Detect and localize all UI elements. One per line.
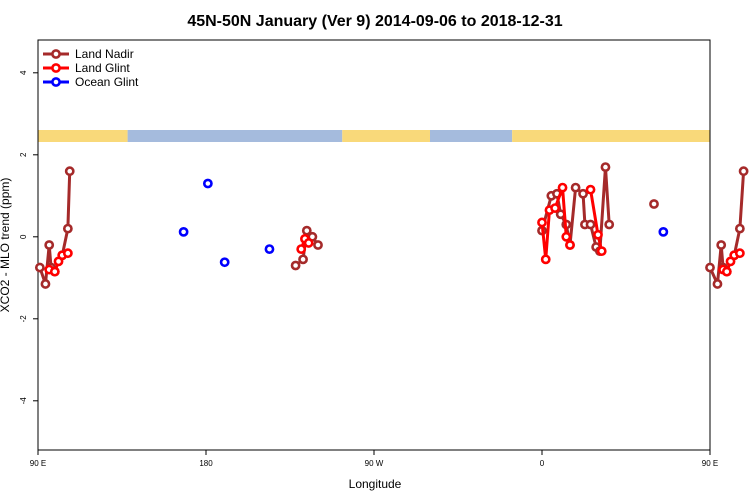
x-tick-label: 180 <box>199 459 213 468</box>
legend-label: Ocean Glint <box>75 75 139 89</box>
data-point <box>219 257 230 268</box>
strip-segment-ocean <box>127 130 343 142</box>
data-point <box>202 178 213 189</box>
data-point <box>570 182 581 193</box>
data-point <box>313 240 323 250</box>
data-point <box>734 223 745 234</box>
data-point <box>596 246 607 257</box>
data-point <box>578 188 588 199</box>
data-point <box>705 262 715 273</box>
data-point <box>264 244 275 254</box>
legend-item: Land Nadir <box>43 47 134 61</box>
data-point <box>557 182 568 193</box>
data-point <box>64 166 75 177</box>
legend-item: Ocean Glint <box>43 75 139 89</box>
legend-label: Land Nadir <box>75 47 134 61</box>
strip-segment-land <box>512 130 710 142</box>
strip-segment-land <box>38 130 128 142</box>
y-tick-label: 0 <box>19 234 28 239</box>
legend-label: Land Glint <box>75 61 130 75</box>
x-axis-label: Longitude <box>349 477 402 491</box>
x-tick-label: 90 E <box>702 459 718 468</box>
data-point <box>178 226 189 237</box>
legend-swatch-marker <box>51 63 61 73</box>
series-line <box>60 171 72 256</box>
data-point <box>721 266 732 277</box>
data-point <box>49 266 60 277</box>
series-line <box>732 171 746 256</box>
legend-swatch-marker <box>51 77 61 87</box>
y-tick-label: -2 <box>19 315 28 323</box>
data-point <box>738 166 749 177</box>
data-point <box>712 279 723 289</box>
data-point <box>296 244 307 254</box>
x-tick-label: 90 E <box>30 459 46 468</box>
legend-swatch-marker <box>51 49 61 59</box>
chart-title: 45N-50N January (Ver 9) 2014-09-06 to 20… <box>187 13 562 30</box>
series-land-nadir <box>34 162 749 289</box>
data-point <box>600 162 611 172</box>
data-point <box>585 184 596 195</box>
data-point <box>585 219 596 230</box>
data-point <box>44 240 55 250</box>
strip-segment-ocean <box>430 130 513 142</box>
surface-type-strip <box>38 130 710 142</box>
data-point <box>593 229 603 240</box>
data-point <box>62 248 73 259</box>
y-tick-label: 2 <box>19 152 28 157</box>
series-ocean-glint <box>178 178 669 268</box>
x-tick-label: 0 <box>540 459 545 468</box>
data-point <box>561 231 572 242</box>
data-point <box>40 279 51 289</box>
strip-segment-land <box>342 130 430 142</box>
y-tick-label: -4 <box>19 397 28 405</box>
legend-item: Land Glint <box>43 61 130 75</box>
data-point <box>298 254 308 265</box>
data-point <box>716 240 727 250</box>
data-point <box>540 254 551 265</box>
data-point <box>62 223 73 234</box>
data-point <box>658 226 669 237</box>
data-point <box>550 203 560 213</box>
data-point <box>604 219 615 230</box>
data-point <box>565 240 575 250</box>
x-axis-ticks: 90 E 180 90 W 0 90 E <box>30 450 718 468</box>
x-tick-label: 90 W <box>365 459 384 468</box>
data-point <box>34 262 45 273</box>
y-axis-label: XCO2 - MLO trend (ppm) <box>0 178 12 313</box>
plot-frame <box>37 39 711 451</box>
data-point <box>303 238 314 248</box>
data-series <box>34 162 749 289</box>
data-point <box>301 225 312 236</box>
data-point <box>734 248 745 259</box>
data-point <box>537 217 547 228</box>
series-land-glint <box>44 182 745 277</box>
data-point <box>649 199 659 209</box>
data-point <box>290 260 301 271</box>
y-tick-label: 4 <box>19 70 28 75</box>
y-axis-ticks: 4 2 0 -2 -4 <box>19 70 38 404</box>
